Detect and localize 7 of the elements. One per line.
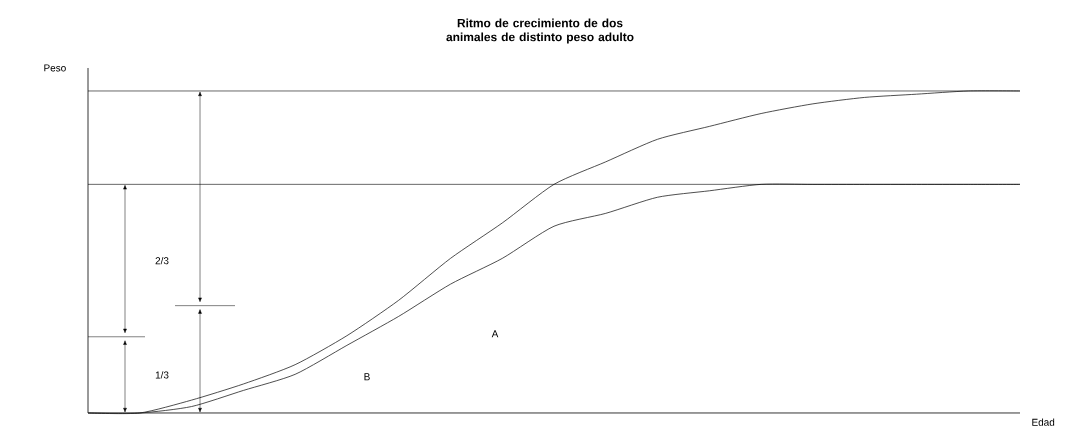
annotation: A xyxy=(491,330,499,338)
y-axis-title: Peso xyxy=(44,64,66,72)
annotation: B xyxy=(364,373,370,381)
chart-title: Ritmo de crecimiento de dos animales de distinto peso adulto xyxy=(446,18,634,44)
annotation: 1/3 xyxy=(155,371,169,379)
x-axis-title: Edad xyxy=(1032,418,1055,426)
annotation: 2/3 xyxy=(155,256,169,265)
